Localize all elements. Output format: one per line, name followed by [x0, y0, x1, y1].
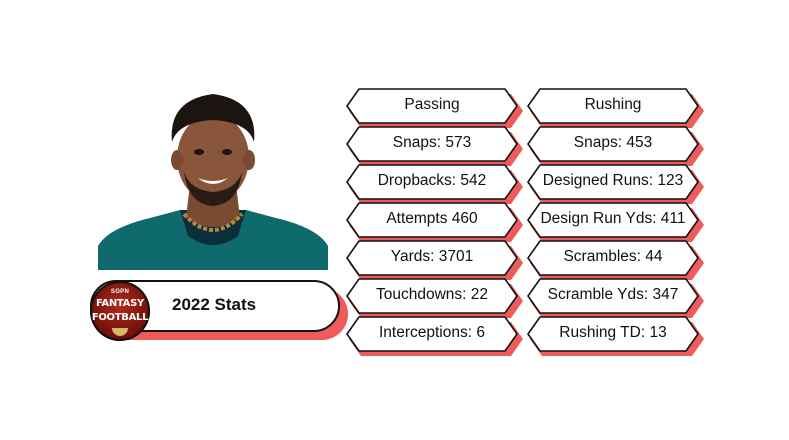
stat-label: Attempts 460 [386, 210, 478, 227]
rushing-header: Rushing [527, 88, 705, 129]
stat-row: Snaps: 573 [346, 126, 524, 167]
stat-label: Rushing TD: 13 [559, 324, 667, 341]
stat-row: Scramble Yds: 347 [527, 278, 705, 319]
stat-row: Snaps: 453 [527, 126, 705, 167]
stat-label: Touchdowns: 22 [375, 286, 489, 303]
stat-row: Designed Runs: 123 [527, 164, 705, 205]
passing-column: Passing Snaps: 573 Dropbacks: 542 Attemp… [346, 88, 524, 357]
stat-label: Scramble Yds: 347 [547, 286, 679, 303]
stat-label: Interceptions: 6 [379, 324, 485, 341]
stat-label: Design Run Yds: 411 [540, 210, 686, 227]
stat-row: Attempts 460 [346, 202, 524, 243]
stats-title: 2022 Stats [172, 295, 257, 314]
stat-label: Scrambles: 44 [563, 248, 663, 265]
passing-header: Passing [346, 88, 524, 129]
player-photo [98, 86, 328, 270]
stat-row: Yards: 3701 [346, 240, 524, 281]
logo-football-icon [112, 328, 128, 336]
stat-row: Design Run Yds: 411 [527, 202, 705, 243]
stat-label: Rushing [584, 96, 642, 113]
stat-row: Rushing TD: 13 [527, 316, 705, 357]
stat-row: Interceptions: 6 [346, 316, 524, 357]
stat-row: Dropbacks: 542 [346, 164, 524, 205]
logo-brand: SGPN [110, 289, 130, 295]
stat-label: Passing [404, 96, 460, 113]
stat-row: Scrambles: 44 [527, 240, 705, 281]
stat-label: Yards: 3701 [390, 248, 474, 265]
stat-row: Touchdowns: 22 [346, 278, 524, 319]
fantasy-football-logo: SGPN FANTASY FOOTBALL [90, 281, 150, 341]
stat-label: Snaps: 573 [392, 134, 472, 151]
stat-label: Designed Runs: 123 [542, 172, 684, 189]
stat-label: Snaps: 453 [573, 134, 653, 151]
logo-line-1: FANTASY [96, 298, 144, 309]
rushing-column: Rushing Snaps: 453 Designed Runs: 123 De… [527, 88, 705, 357]
logo-line-2: FOOTBALL [91, 312, 149, 323]
stat-label: Dropbacks: 542 [377, 172, 487, 189]
